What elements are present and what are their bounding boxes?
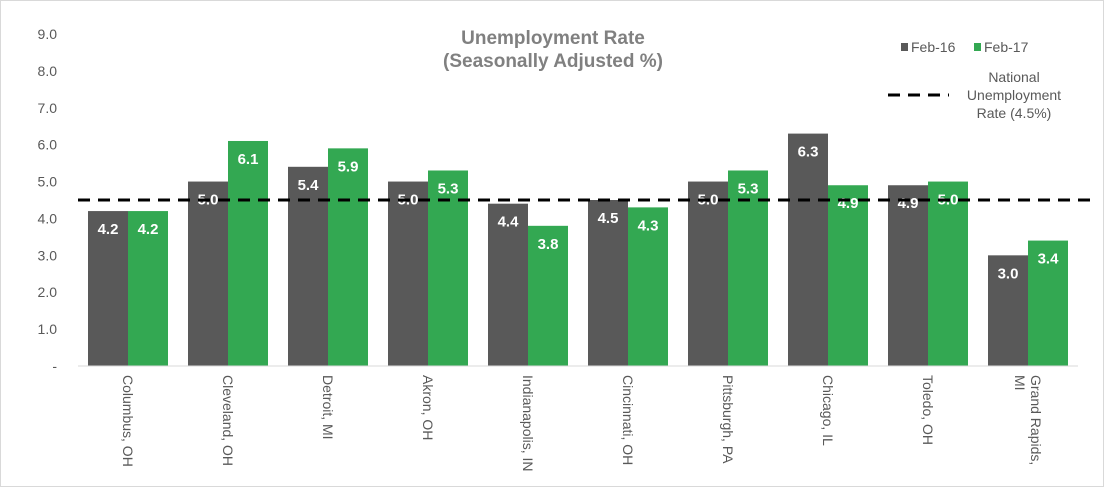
legend-label: Feb-17 (984, 39, 1029, 55)
category-label: Indianapolis, IN (520, 375, 536, 472)
data-label: 3.4 (1038, 251, 1060, 268)
data-label: 3.8 (538, 236, 559, 253)
category-label: Chicago, IL (820, 375, 836, 446)
bar-feb-16-6[interactable] (688, 181, 728, 366)
legend-label: Feb-16 (911, 39, 956, 55)
bar-feb-16-9[interactable] (988, 255, 1028, 366)
category-label: Columbus, OH (120, 375, 136, 467)
bar-feb-17-1[interactable] (228, 140, 268, 366)
y-tick-label: 1.0 (38, 321, 58, 337)
reference-legend-label: National (988, 69, 1039, 85)
bar-feb-16-7[interactable] (788, 133, 828, 366)
y-tick-label: 8.0 (38, 63, 58, 79)
bar-feb-17-4[interactable] (528, 225, 568, 366)
category-label: Cincinnati, OH (620, 375, 636, 465)
y-tick-label: - (52, 358, 57, 374)
y-tick-label: 9.0 (38, 26, 58, 42)
data-label: 4.9 (838, 195, 859, 212)
data-label: 4.2 (138, 221, 159, 238)
data-label: 4.3 (638, 217, 659, 234)
chart-title: Unemployment Rate (461, 28, 645, 49)
data-label: 4.5 (598, 210, 619, 227)
bar-feb-16-3[interactable] (388, 181, 428, 366)
reference-legend-label: Rate (4.5%) (977, 105, 1052, 121)
bar-feb-17-9[interactable] (1028, 240, 1068, 366)
y-tick-label: 7.0 (38, 100, 58, 116)
bar-feb-16-8[interactable] (888, 185, 928, 366)
category-label: MI (1012, 375, 1028, 391)
bar-feb-17-0[interactable] (128, 211, 168, 366)
data-label: 4.4 (498, 214, 520, 231)
data-label: 5.3 (738, 180, 759, 197)
category-label: Toledo, OH (920, 375, 936, 445)
bar-feb-16-2[interactable] (288, 166, 328, 366)
data-label: 3.0 (998, 265, 1019, 282)
data-labels-group: 4.2 4.25.06.15.45.95.05.34.43.84.5 4.35.05… (98, 144, 1060, 283)
data-label: 6.3 (798, 144, 819, 161)
bar-feb-17-2[interactable] (328, 148, 368, 366)
category-label: Akron, OH (420, 375, 436, 440)
category-label: Cleveland, OH (220, 375, 236, 466)
category-label: Pittsburgh, PA (720, 375, 736, 464)
bar-feb-16-0[interactable] (88, 211, 128, 366)
bar-feb-16-1[interactable] (188, 181, 228, 366)
category-label: Detroit, MI (320, 375, 336, 440)
y-tick-label: 3.0 (38, 247, 58, 263)
bar-feb-17-5[interactable] (628, 207, 668, 366)
bar-feb-16-4[interactable] (488, 203, 528, 366)
y-axis: - 1.0 2.0 3.0 4.0 5.0 6.0 7.0 8.0 9.0 (38, 26, 58, 374)
bar-feb-17-3[interactable] (428, 170, 468, 366)
legend-swatch-feb-17 (974, 43, 981, 51)
data-label: 5.9 (338, 158, 359, 175)
chart-subtitle: (Seasonally Adjusted %) (443, 51, 663, 72)
y-tick-label: 5.0 (38, 174, 58, 190)
x-axis: Columbus, OH Cleveland, OH Detroit, MI Akro… (120, 375, 1044, 472)
bar-feb-16-5[interactable] (588, 200, 628, 366)
y-tick-label: 6.0 (38, 137, 58, 153)
data-label: 4.2 (98, 221, 119, 238)
reference-legend-label: Unemployment (967, 87, 1061, 103)
data-label: 5.4 (298, 177, 320, 194)
reference-line-legend: National Unemployment Rate (4.5%) (888, 69, 1061, 121)
bar-feb-17-6[interactable] (728, 170, 768, 366)
y-tick-label: 4.0 (38, 210, 58, 226)
legend-swatch-feb-16 (901, 43, 908, 51)
legend: Feb-16 Feb-17 (901, 39, 1029, 55)
data-label: 4.9 (898, 195, 919, 212)
bars-group (88, 133, 1068, 366)
bar-feb-17-8[interactable] (928, 181, 968, 366)
category-label: Grand Rapids, (1028, 375, 1044, 465)
data-label: 5.3 (438, 180, 459, 197)
bar-feb-17-7[interactable] (828, 185, 868, 366)
y-tick-label: 2.0 (38, 284, 58, 300)
data-label: 6.1 (238, 151, 259, 168)
